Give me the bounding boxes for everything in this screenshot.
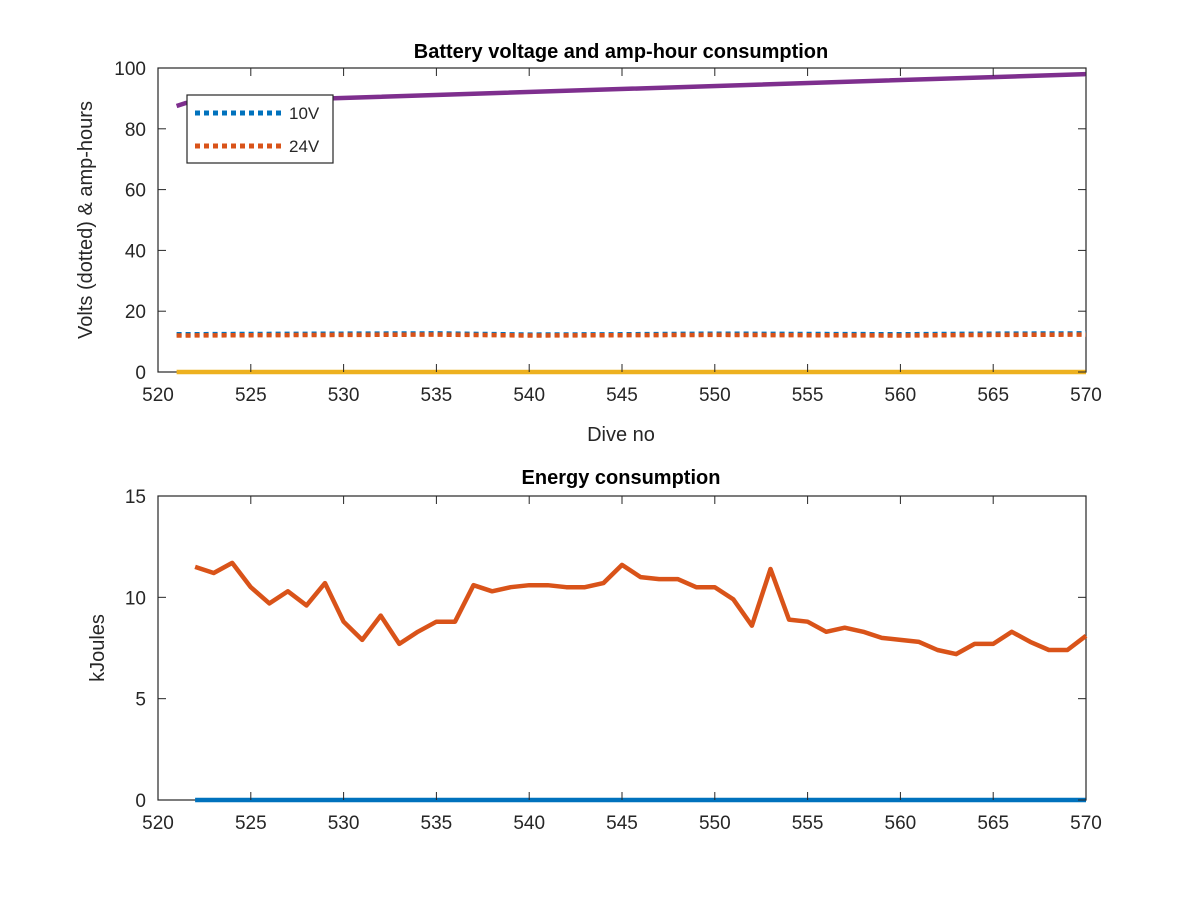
battery-chart-x-tick-label: 550 bbox=[699, 385, 731, 406]
battery-chart-y-tick-label: 100 bbox=[114, 59, 146, 80]
battery-chart-y-tick-label: 0 bbox=[135, 363, 146, 384]
energy-chart-y-tick-label: 10 bbox=[125, 588, 146, 609]
battery-chart-x-tick-label: 570 bbox=[1070, 385, 1102, 406]
battery-chart-x-tick-label: 530 bbox=[328, 385, 360, 406]
battery-chart-y-tick-label: 80 bbox=[125, 120, 146, 141]
battery-chart-y-tick-label: 60 bbox=[125, 181, 146, 202]
energy-chart-x-tick-label: 560 bbox=[885, 813, 917, 834]
energy-chart: Energy consumption 520 525 530 535 540 545 550… bbox=[87, 467, 1102, 834]
energy-chart-y-axis-label: kJoules bbox=[87, 614, 109, 682]
battery-chart-x-tick-label: 560 bbox=[885, 385, 917, 406]
energy-chart-x-tick-label: 520 bbox=[142, 813, 174, 834]
legend-box bbox=[186, 94, 334, 164]
battery-chart-x-tick-label: 535 bbox=[421, 385, 453, 406]
energy-chart-x-tick-label: 535 bbox=[421, 813, 453, 834]
energy-chart-ticks-group: 520 525 530 535 540 545 550 555 560 565 570 0 5 10 15 bbox=[125, 487, 1102, 834]
energy-chart-y-tick-label: 5 bbox=[135, 690, 146, 711]
energy-chart-y-tick-label: 0 bbox=[135, 791, 146, 812]
energy-chart-x-tick-label: 530 bbox=[328, 813, 360, 834]
battery-chart-x-axis-label: Dive no bbox=[587, 424, 655, 446]
battery-chart: Battery voltage and amp-hour consumption… bbox=[75, 41, 1102, 446]
energy-chart-x-tick-label: 555 bbox=[792, 813, 824, 834]
battery-chart-series-group bbox=[175, 71, 1087, 375]
battery-chart-x-tick-label: 525 bbox=[235, 385, 267, 406]
battery-chart-ticks-group: 520 525 530 535 540 545 550 555 560 565 570 0 20 40 60… bbox=[114, 59, 1102, 406]
energy-chart-title: Energy consumption bbox=[522, 467, 721, 489]
battery-chart-x-tick-label: 565 bbox=[977, 385, 1009, 406]
battery-chart-legend: 10V 24V bbox=[186, 94, 334, 164]
battery-chart-y-axis-label: Volts (dotted) & amp-hours bbox=[75, 101, 97, 339]
energy-chart-x-tick-label: 550 bbox=[699, 813, 731, 834]
battery-chart-x-tick-label: 520 bbox=[142, 385, 174, 406]
battery-chart-series-2-line bbox=[175, 71, 1087, 109]
legend-label-24v: 24V bbox=[289, 137, 320, 156]
battery-chart-series-1-line bbox=[176, 332, 1087, 338]
legend-label-10v: 10V bbox=[289, 104, 320, 123]
battery-chart-x-tick-label: 555 bbox=[792, 385, 824, 406]
energy-chart-x-tick-label: 525 bbox=[235, 813, 267, 834]
energy-chart-x-tick-label: 565 bbox=[977, 813, 1009, 834]
battery-chart-x-tick-label: 545 bbox=[606, 385, 638, 406]
energy-chart-x-tick-label: 570 bbox=[1070, 813, 1102, 834]
energy-chart-series-1-line bbox=[194, 560, 1088, 657]
battery-chart-y-tick-label: 40 bbox=[125, 241, 146, 262]
battery-chart-y-tick-label: 20 bbox=[125, 302, 146, 323]
battery-chart-title: Battery voltage and amp-hour consumption bbox=[414, 41, 828, 63]
energy-chart-y-tick-label: 15 bbox=[125, 487, 146, 508]
energy-chart-x-tick-label: 540 bbox=[513, 813, 545, 834]
battery-chart-x-tick-label: 540 bbox=[513, 385, 545, 406]
energy-chart-x-tick-label: 545 bbox=[606, 813, 638, 834]
